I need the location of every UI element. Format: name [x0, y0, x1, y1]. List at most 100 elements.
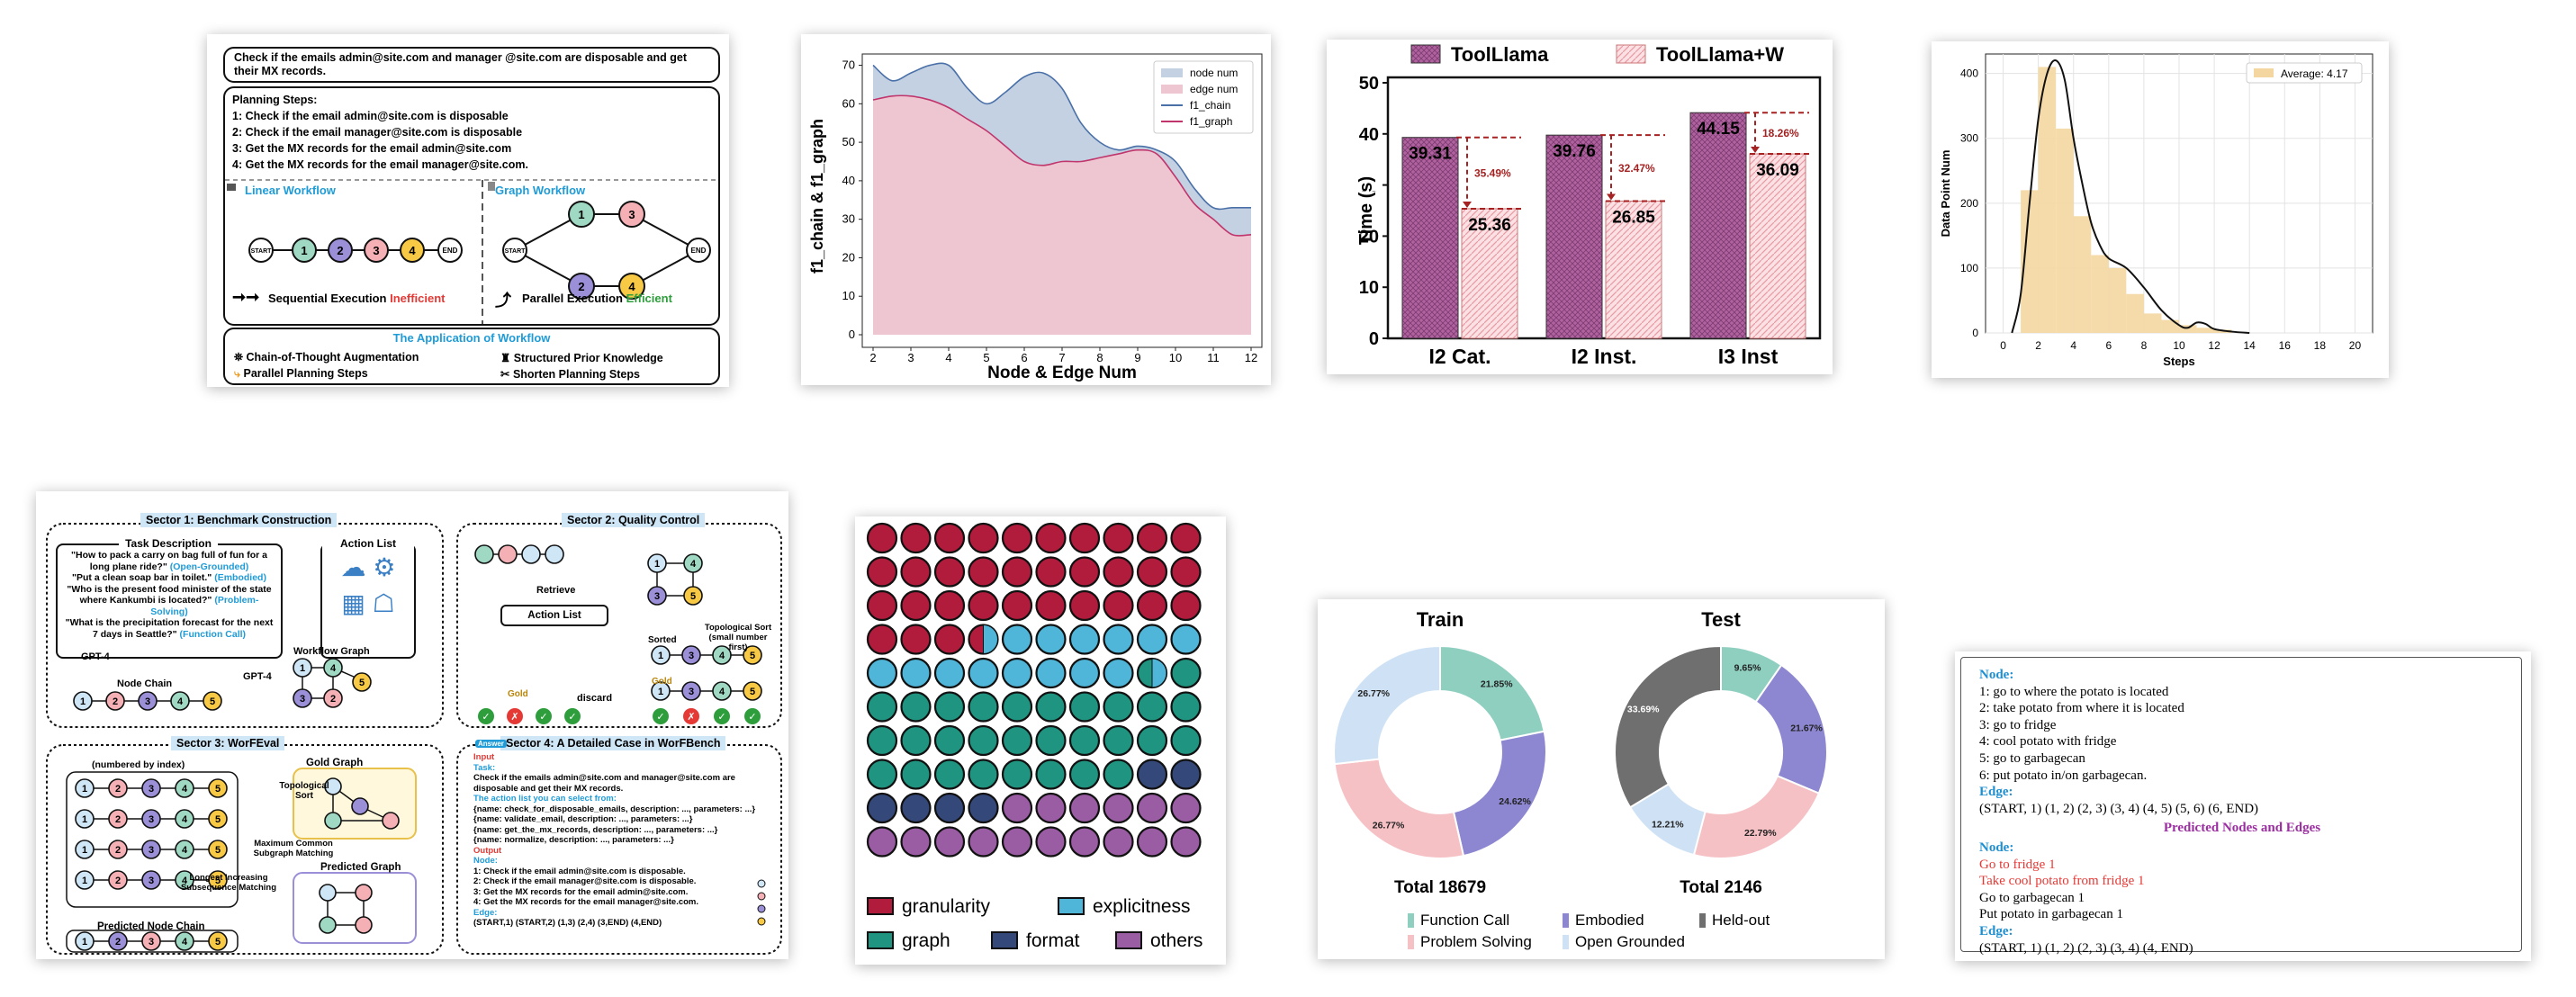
legend-label: graph — [902, 930, 950, 951]
waffle-cell — [900, 589, 932, 622]
x-axis-label: Steps — [2163, 355, 2194, 368]
waffle-cell — [1035, 556, 1067, 588]
legend-label: node num — [1190, 67, 1238, 79]
waffle-cell — [968, 792, 999, 824]
waffle-cell — [1001, 556, 1033, 588]
waffle-cell — [1035, 759, 1067, 790]
graph-node — [208, 778, 228, 798]
y-tick-label: 50 — [842, 135, 855, 148]
waffle-cell — [1001, 522, 1033, 554]
waffle-cell — [933, 759, 966, 790]
waffle-cell — [1001, 624, 1033, 655]
x-tick-label: I3 Inst — [1718, 345, 1779, 368]
graph-node — [324, 777, 342, 795]
waffle-cell — [1001, 724, 1033, 757]
pred-chain-frame — [66, 930, 239, 953]
histogram-bar — [2126, 293, 2144, 333]
x-tick-label: 0 — [2000, 339, 2006, 352]
y-tick-label: 40 — [842, 174, 855, 187]
waffle-cell — [1103, 657, 1134, 689]
graph-node — [319, 916, 337, 934]
graph-node-label: 1 — [300, 663, 305, 674]
graph-node — [208, 809, 228, 829]
graph-node-label: 2 — [330, 694, 336, 705]
x-tick-label: 9 — [1134, 351, 1140, 364]
inefficient-label: Inefficient — [390, 292, 446, 305]
x-tick-label: 2 — [2035, 339, 2041, 352]
y-axis-label: Data Point Num — [1939, 150, 1952, 238]
histogram-bar — [2021, 190, 2039, 333]
graph-node-label: 1 — [82, 814, 87, 825]
waffle-cell — [933, 624, 966, 655]
graph-node — [203, 691, 222, 711]
waffle-cell-split — [1151, 658, 1167, 688]
step-node-label: 1 — [301, 244, 307, 257]
waffle-cell — [1103, 522, 1134, 554]
status-mark — [564, 708, 581, 724]
action-list-title: Action List — [322, 537, 414, 550]
graph-node — [208, 870, 228, 890]
y-tick-label: 20 — [1359, 227, 1379, 247]
waffle-cell — [968, 759, 999, 790]
graph-node-label: 3 — [654, 591, 660, 602]
status-mark — [683, 708, 699, 724]
waffle-cell — [933, 724, 966, 757]
legend-label: Average: 4.17 — [2281, 67, 2348, 80]
legend-label: granularity — [902, 896, 991, 917]
graph-node-label: 5 — [215, 814, 221, 825]
waffle-cell — [900, 724, 932, 757]
waffle-cell — [933, 691, 966, 723]
bar-value-label: 25.36 — [1468, 216, 1511, 235]
fork-arrow-icon: ⤴ — [495, 292, 511, 310]
graph-node-label: 4 — [182, 876, 188, 886]
graph-node-label: 5 — [750, 687, 755, 697]
waffle-cell — [1103, 624, 1134, 655]
status-mark — [536, 708, 552, 724]
waffle-chart: granularity explicitness graph format others — [866, 522, 1202, 951]
y-tick-label: 60 — [842, 96, 855, 110]
legend-label: others — [1150, 930, 1202, 951]
step-node — [568, 201, 595, 228]
waffle-cell — [900, 792, 932, 824]
x-tick-label: 10 — [2173, 339, 2185, 352]
histogram-figure: 0 2 4 6 8 10 12 14 16 18 20 0 100 200 300 400 Average: 4… — [1932, 41, 2389, 378]
legend-swatch — [1161, 85, 1183, 94]
graph-node-label: 5 — [750, 651, 755, 661]
graph-node — [75, 870, 95, 890]
graph-node-label: 4 — [719, 687, 725, 697]
waffle-cell — [968, 522, 999, 554]
gold-graph-label: Gold Graph — [306, 758, 364, 768]
status-mark-icon: ✓ — [748, 711, 756, 723]
node-label: Node: — [473, 856, 498, 866]
graph-node — [175, 931, 194, 951]
legend-swatch — [1408, 913, 1414, 928]
f1-chain-line — [872, 62, 1251, 211]
y-tick-label: 70 — [842, 58, 855, 72]
graph-node-label: 1 — [80, 696, 86, 707]
slice-label: 22.79% — [1744, 828, 1777, 839]
gold-node: 2: take potato from where it is located — [1979, 701, 2184, 716]
graph-node-label: 1 — [658, 651, 663, 661]
planning-box: Planning Steps: 1: Check if the email ad… — [223, 86, 720, 326]
histogram-bar — [2196, 328, 2215, 333]
slice-label: 26.77% — [1373, 821, 1405, 831]
bar-value-label: 44.15 — [1697, 120, 1740, 139]
graph-node-label: 2 — [115, 784, 121, 795]
graph-node-label: 4 — [719, 651, 725, 661]
step-node — [328, 238, 353, 263]
legend-swatch — [1563, 913, 1569, 928]
y-tick-label: 0 — [1369, 329, 1379, 349]
y-tick-label: 0 — [849, 328, 855, 341]
graph-node — [323, 688, 343, 708]
task-type: (Function Call) — [179, 628, 247, 640]
histogram-bar — [2073, 216, 2092, 333]
graph-node — [355, 884, 373, 902]
waffle-cell — [933, 826, 966, 858]
double-arrow-icon: ➞➞ — [232, 288, 260, 306]
prediction-box: Node: 1: go to where the potato is locat… — [1960, 657, 2522, 956]
graph-node-label: 3 — [149, 876, 154, 886]
case-node-dot — [757, 892, 766, 901]
x-tick-label: 8 — [1096, 351, 1103, 364]
gold-label: Gold — [508, 689, 528, 699]
x-tick-label: 3 — [907, 351, 914, 364]
